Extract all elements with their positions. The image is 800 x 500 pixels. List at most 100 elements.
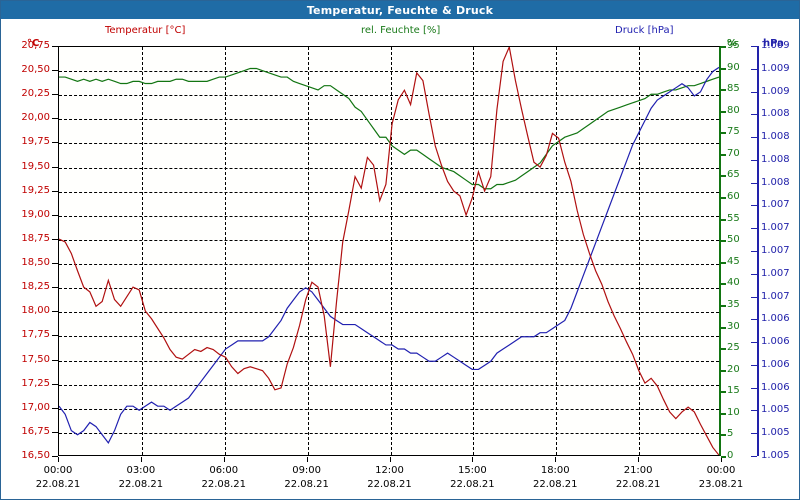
horizontal-gridline bbox=[59, 408, 719, 410]
humidity-axis-unit: % bbox=[727, 38, 738, 49]
pressure-tick-label: 1.006 bbox=[761, 358, 790, 370]
time-tick-label: 09:00 22.08.21 bbox=[267, 465, 347, 490]
humidity-tick-mark bbox=[721, 434, 726, 437]
temperature-tick-label: 17,25 bbox=[21, 377, 50, 389]
time-tick-label: 03:00 22.08.21 bbox=[101, 465, 181, 490]
time-tick-date: 22.08.21 bbox=[201, 479, 247, 490]
pressure-tick-mark bbox=[751, 410, 757, 412]
temperature-tick-mark bbox=[52, 46, 58, 47]
temperature-tick-label: 16,75 bbox=[21, 425, 50, 437]
humidity-tick-label: 85 bbox=[727, 83, 740, 95]
humidity-tick-label: 30 bbox=[727, 320, 740, 332]
humidity-tick-mark bbox=[721, 67, 726, 70]
humidity-tick-label: 25 bbox=[727, 342, 740, 354]
horizontal-gridline bbox=[59, 384, 719, 386]
time-axis: 00:00 22.08.21 03:00 22.08.21 06:00 22.08.21 0… bbox=[1, 457, 799, 499]
humidity-tick-label: 80 bbox=[727, 104, 740, 116]
time-tick-date: 22.08.21 bbox=[532, 479, 578, 490]
temperature-tick-label: 19,50 bbox=[21, 160, 50, 172]
temperature-tick-label: 20,25 bbox=[21, 88, 50, 100]
pressure-tick-mark bbox=[751, 137, 757, 139]
humidity-tick-label: 60 bbox=[727, 191, 740, 203]
temperature-tick-label: 18,00 bbox=[21, 305, 50, 317]
temperature-tick-mark bbox=[52, 190, 58, 192]
time-tick-time: 12:00 bbox=[375, 465, 404, 476]
pressure-tick-mark bbox=[751, 273, 757, 275]
temperature-tick-label: 20,00 bbox=[21, 112, 50, 124]
temperature-tick-mark bbox=[52, 214, 58, 216]
time-tick-date: 22.08.21 bbox=[450, 479, 495, 490]
vertical-gridline bbox=[141, 47, 143, 455]
pressure-tick-mark bbox=[751, 387, 757, 389]
temperature-tick-mark bbox=[52, 142, 58, 144]
pressure-tick-mark bbox=[751, 205, 757, 207]
time-tick-mark bbox=[58, 457, 59, 462]
humidity-tick-label: 0 bbox=[727, 450, 734, 461]
time-tick-mark bbox=[389, 457, 391, 462]
time-tick-label: 21:00 22.08.21 bbox=[598, 465, 678, 490]
temperature-tick-mark bbox=[52, 238, 58, 240]
time-tick-time: 21:00 bbox=[623, 465, 653, 476]
temperature-tick-label: 20,50 bbox=[21, 64, 50, 76]
time-tick-label: 12:00 22.08.21 bbox=[350, 465, 430, 490]
vertical-gridline bbox=[390, 47, 392, 455]
vertical-gridline bbox=[307, 47, 309, 455]
legend-item-pressure: Druck [hPa] bbox=[615, 25, 674, 36]
time-tick-date: 22.08.21 bbox=[615, 479, 661, 490]
time-tick-label: 00:00 23.08.21 bbox=[681, 465, 761, 490]
vertical-gridline bbox=[639, 47, 641, 455]
time-tick-label: 06:00 22.08.21 bbox=[184, 465, 264, 490]
pressure-tick-label: 1.008 bbox=[761, 131, 790, 143]
humidity-tick-label: 40 bbox=[727, 277, 740, 289]
pressure-tick-mark bbox=[751, 251, 757, 252]
pressure-tick-label: 1.006 bbox=[761, 313, 790, 325]
horizontal-gridline bbox=[59, 215, 719, 217]
time-tick-mark bbox=[306, 457, 308, 462]
humidity-tick-label: 10 bbox=[727, 406, 740, 418]
pressure-tick-label: 1.006 bbox=[761, 381, 790, 393]
humidity-tick-mark bbox=[721, 348, 726, 351]
temperature-tick-mark bbox=[52, 70, 58, 72]
humidity-tick-mark bbox=[721, 304, 726, 307]
time-tick-date: 22.08.21 bbox=[367, 479, 412, 490]
time-tick-time: 09:00 bbox=[292, 465, 322, 476]
temperature-tick-mark bbox=[52, 335, 58, 337]
vertical-gridline bbox=[224, 47, 226, 455]
pressure-tick-label: 1.007 bbox=[761, 222, 790, 234]
horizontal-gridline bbox=[59, 71, 719, 73]
temperature-tick-label: 20,75 bbox=[21, 40, 50, 51]
temperature-tick-mark bbox=[52, 311, 58, 313]
humidity-tick-mark bbox=[721, 132, 726, 135]
pressure-tick-label: 1.005 bbox=[761, 404, 790, 416]
humidity-tick-mark bbox=[721, 240, 726, 243]
humidity-tick-mark bbox=[721, 412, 726, 415]
window-titlebar: Temperatur, Feuchte & Druck bbox=[1, 1, 799, 19]
series-lines bbox=[59, 47, 719, 456]
humidity-tick-label: 55 bbox=[727, 212, 740, 224]
pressure-tick-label: 1.009 bbox=[761, 85, 790, 97]
humidity-tick-label: 35 bbox=[727, 298, 740, 310]
time-tick-time: 00:00 bbox=[706, 465, 736, 476]
time-tick-date: 22.08.21 bbox=[35, 479, 81, 490]
pressure-tick-label: 1.009 bbox=[761, 40, 790, 51]
pressure-tick-label: 1.007 bbox=[761, 290, 790, 302]
time-tick-mark bbox=[223, 457, 225, 462]
humidity-tick-label: 20 bbox=[727, 363, 740, 375]
humidity-tick-label: 50 bbox=[727, 234, 740, 246]
pressure-axis-unit: hPa bbox=[763, 38, 784, 49]
temperature-tick-label: 19,75 bbox=[21, 136, 50, 148]
pressure-tick-mark bbox=[751, 456, 757, 457]
time-tick-time: 00:00 bbox=[43, 465, 73, 476]
vertical-gridline bbox=[473, 47, 475, 455]
temperature-tick-label: 17,00 bbox=[21, 401, 50, 413]
temperature-tick-label: 16,50 bbox=[21, 450, 50, 461]
horizontal-gridline bbox=[59, 336, 719, 338]
pressure-axis-line bbox=[757, 46, 759, 456]
temperature-tick-mark bbox=[52, 263, 58, 265]
pressure-tick-label: 1.007 bbox=[761, 199, 790, 211]
horizontal-gridline bbox=[59, 167, 719, 169]
horizontal-gridline bbox=[59, 312, 719, 314]
horizontal-gridline bbox=[59, 360, 719, 362]
humidity-tick-mark bbox=[721, 89, 726, 92]
humidity-tick-label: 70 bbox=[727, 147, 740, 159]
